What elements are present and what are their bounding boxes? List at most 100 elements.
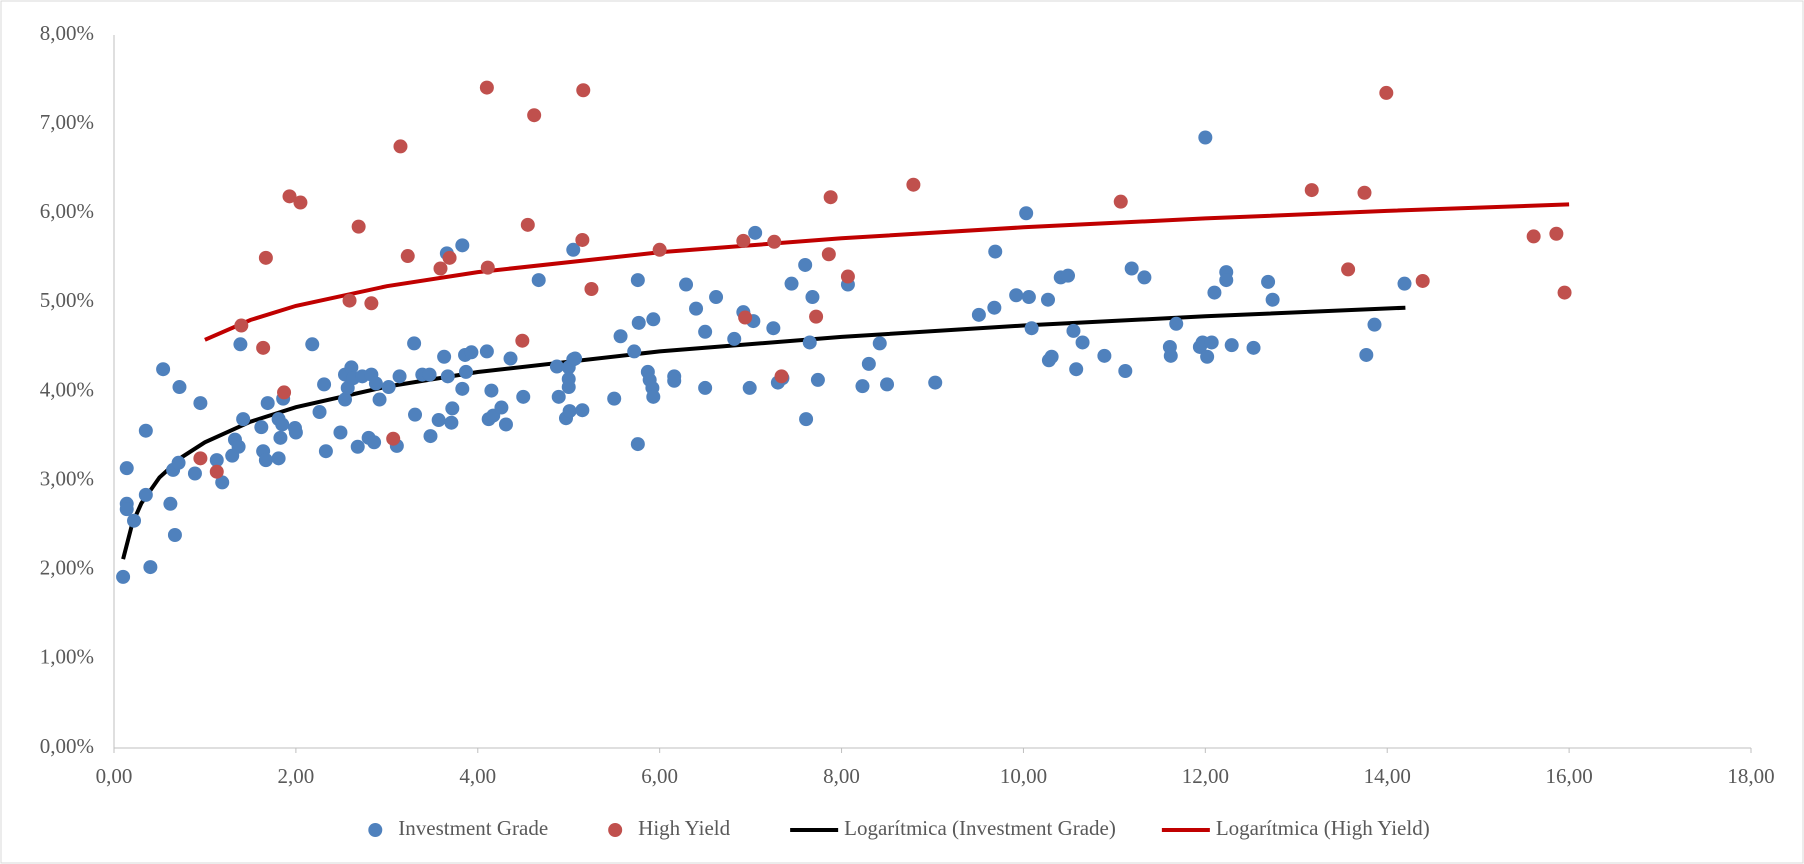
point	[1124, 261, 1139, 276]
point	[1009, 288, 1024, 303]
point	[275, 417, 290, 432]
point	[317, 377, 332, 392]
point	[433, 261, 448, 276]
point	[1207, 285, 1222, 300]
x-tick-label: 6,00	[641, 764, 678, 788]
point	[167, 527, 182, 542]
point	[679, 277, 694, 292]
point	[282, 189, 297, 204]
point	[799, 412, 814, 427]
point	[1219, 273, 1234, 288]
point	[1021, 290, 1036, 305]
point	[821, 247, 836, 262]
point	[503, 351, 518, 366]
point	[1040, 292, 1055, 307]
point	[928, 375, 943, 390]
legend-label: Logarítmica (High Yield)	[1216, 816, 1430, 840]
point	[458, 364, 473, 379]
point	[855, 379, 870, 394]
point	[260, 396, 275, 411]
point	[880, 377, 895, 392]
point	[1246, 340, 1261, 355]
point	[344, 360, 359, 375]
point	[631, 315, 646, 330]
point	[337, 392, 352, 407]
point	[709, 290, 724, 305]
point	[342, 293, 357, 308]
point	[531, 273, 546, 288]
point	[393, 139, 408, 154]
point	[515, 333, 530, 348]
point	[455, 238, 470, 253]
point	[987, 300, 1002, 315]
point	[613, 329, 628, 344]
point	[1137, 270, 1152, 285]
y-tick-label: 5,00%	[40, 288, 94, 312]
point	[288, 425, 303, 440]
x-tick-label: 4,00	[459, 764, 496, 788]
point	[138, 423, 153, 438]
point	[562, 404, 577, 419]
point	[667, 373, 682, 388]
legend-label: Investment Grade	[398, 816, 548, 840]
point	[193, 451, 208, 466]
legend-marker	[608, 823, 623, 837]
point	[1169, 316, 1184, 331]
y-tick-label: 2,00%	[40, 556, 94, 580]
point	[171, 455, 186, 470]
point	[234, 318, 249, 333]
point	[479, 344, 494, 359]
point	[551, 389, 566, 404]
point	[368, 376, 383, 391]
point	[442, 250, 457, 265]
point	[766, 321, 781, 336]
point	[646, 312, 661, 327]
point	[479, 80, 494, 95]
point	[444, 415, 459, 430]
point	[367, 435, 382, 450]
point	[823, 190, 838, 205]
point	[698, 380, 713, 395]
point	[516, 389, 531, 404]
point	[630, 273, 645, 288]
point	[748, 225, 763, 240]
point	[1224, 338, 1239, 353]
point	[127, 513, 142, 528]
point	[1019, 206, 1034, 221]
point	[805, 290, 820, 305]
point	[172, 380, 187, 395]
point	[549, 359, 564, 374]
point	[1097, 348, 1112, 363]
y-tick-label: 1,00%	[40, 645, 94, 669]
point	[407, 336, 422, 351]
point	[445, 401, 460, 416]
point	[437, 349, 452, 364]
point	[143, 560, 158, 575]
point	[372, 392, 387, 407]
legend-marker	[368, 823, 383, 837]
point	[400, 249, 415, 264]
point	[1357, 185, 1372, 200]
point	[988, 244, 1003, 259]
point	[736, 233, 751, 248]
point	[1198, 130, 1213, 145]
point	[1163, 348, 1178, 363]
point	[138, 487, 153, 502]
y-tick-label: 6,00%	[40, 199, 94, 223]
point	[561, 380, 576, 395]
point	[116, 569, 131, 584]
y-tick-label: 3,00%	[40, 466, 94, 490]
point	[231, 439, 246, 454]
point	[119, 461, 134, 476]
point	[305, 337, 320, 352]
point	[209, 453, 224, 468]
point	[1024, 321, 1039, 336]
point	[652, 242, 667, 257]
point	[1061, 268, 1076, 283]
point	[971, 307, 986, 322]
point	[293, 195, 308, 210]
point	[1549, 226, 1564, 241]
point	[646, 389, 661, 404]
point	[215, 475, 230, 490]
